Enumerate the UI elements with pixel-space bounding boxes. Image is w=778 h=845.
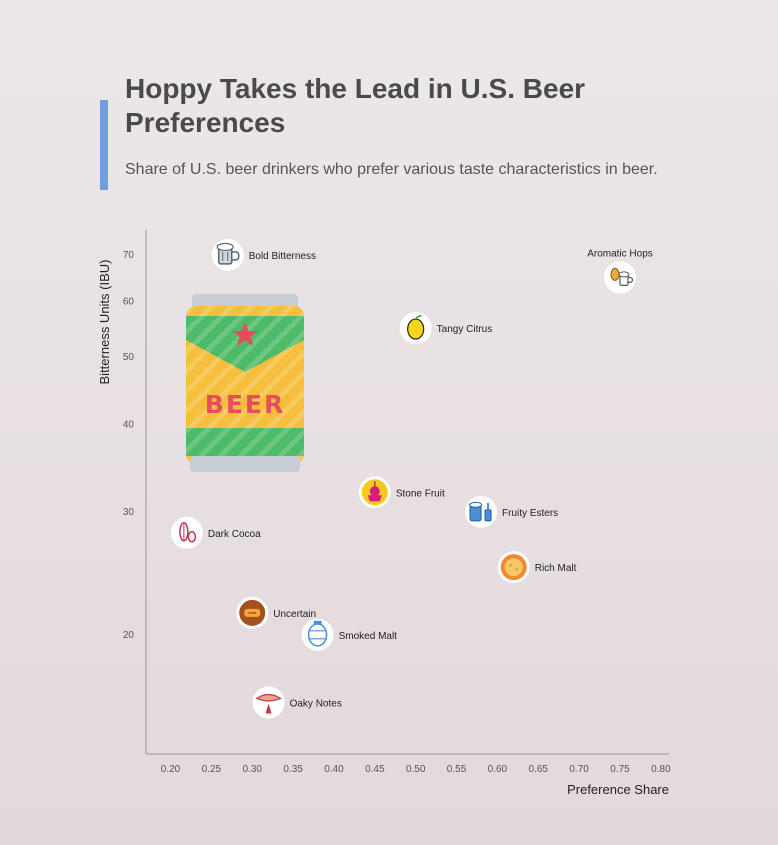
y-tick-label: 60 xyxy=(123,297,135,308)
chart-axes xyxy=(145,230,669,755)
beer-can-text: BEER xyxy=(205,390,285,419)
data-point: Aromatic Hops xyxy=(587,248,653,294)
x-tick-label: 0.35 xyxy=(283,764,303,775)
data-point: Stone Fruit xyxy=(358,476,445,509)
title-accent-bar xyxy=(100,100,108,190)
x-tick-label: 0.30 xyxy=(243,764,263,775)
data-point-label: Fruity Esters xyxy=(502,508,558,519)
data-point: Fruity Esters xyxy=(465,495,558,528)
data-point-marker xyxy=(252,686,285,719)
x-tick-label: 0.80 xyxy=(651,764,671,775)
x-tick-label: 0.65 xyxy=(529,764,549,775)
x-axis-title: Preference Share xyxy=(567,782,669,797)
y-tick-label: 20 xyxy=(123,630,135,641)
x-tick-label: 0.45 xyxy=(365,764,385,775)
data-point: Rich Malt xyxy=(497,551,577,584)
y-tick-label: 50 xyxy=(123,352,135,363)
data-point-marker xyxy=(170,516,203,549)
x-tick-label: 0.50 xyxy=(406,764,426,775)
data-point-label: Smoked Malt xyxy=(339,631,398,642)
beer-can-illustration: BEER xyxy=(186,294,304,472)
data-point: Smoked Malt xyxy=(301,618,398,651)
y-tick-label: 30 xyxy=(123,507,135,518)
data-point: Oaky Notes xyxy=(252,686,342,719)
x-tick-label: 0.40 xyxy=(324,764,344,775)
lemon-icon xyxy=(407,315,425,340)
x-tick-label: 0.20 xyxy=(161,764,181,775)
beer-bottle-icon xyxy=(469,501,492,522)
data-point-label: Bold Bitterness xyxy=(249,251,316,262)
oak-icon xyxy=(255,693,282,714)
data-points: Bold Bitterness Aromatic Hops Tangy Citrus… xyxy=(170,238,653,719)
hops-beer-icon xyxy=(610,267,634,287)
question-icon xyxy=(239,599,266,626)
chart-subtitle: Share of U.S. beer drinkers who prefer v… xyxy=(125,161,658,178)
data-point-label: Rich Malt xyxy=(535,563,577,574)
data-point: Tangy Citrus xyxy=(399,312,493,345)
x-tick-label: 0.25 xyxy=(202,764,222,775)
data-point-label: Oaky Notes xyxy=(290,698,342,709)
chart-title: Hoppy Takes the Lead in U.S. Beer Prefer… xyxy=(125,73,586,138)
data-point: Uncertain xyxy=(236,596,316,629)
x-tick-label: 0.75 xyxy=(610,764,630,775)
x-tick-label: 0.55 xyxy=(447,764,467,775)
x-tick-label: 0.70 xyxy=(569,764,589,775)
data-point-label: Uncertain xyxy=(273,609,316,620)
fruit-icon xyxy=(361,479,388,506)
y-tick-label: 70 xyxy=(123,250,135,261)
x-tick-label: 0.60 xyxy=(488,764,508,775)
y-tick-label: 40 xyxy=(123,420,135,431)
data-point: Bold Bitterness xyxy=(211,238,316,271)
barrel-icon xyxy=(307,620,328,647)
cocoa-icon xyxy=(179,522,197,543)
chart-ticks: 0.20 0.25 0.30 0.35 0.40 0.45 0.50 0.55 0.60 0.65… xyxy=(123,250,671,775)
data-point: Dark Cocoa xyxy=(170,516,261,549)
data-point-label: Tangy Citrus xyxy=(437,324,493,335)
data-point-label: Stone Fruit xyxy=(396,488,445,499)
beer-mug-icon xyxy=(216,242,240,265)
data-point-label: Aromatic Hops xyxy=(587,248,653,259)
y-axis-title: Bitterness Units (IBU) xyxy=(97,260,112,385)
malt-icon xyxy=(500,554,527,581)
data-point-label: Dark Cocoa xyxy=(208,529,261,540)
